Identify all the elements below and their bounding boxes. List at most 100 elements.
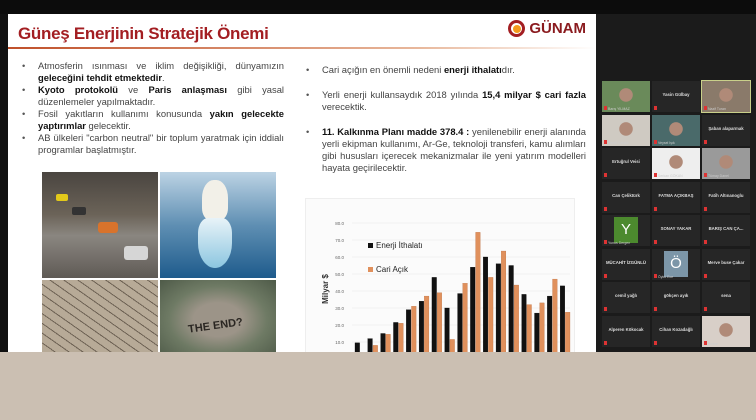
bar-cari-acik bbox=[411, 306, 417, 352]
muted-mic-icon bbox=[654, 173, 657, 177]
bar-enerji-ithalati bbox=[495, 263, 501, 352]
right-bullets: Cari açığın en önemli nedeni enerji itha… bbox=[304, 64, 586, 187]
bullet-item: AB ülkeleri "carbon neutral" bir toplum … bbox=[20, 132, 284, 156]
bullet-text: Paris anlaşması bbox=[148, 84, 227, 95]
muted-mic-icon bbox=[704, 240, 707, 244]
participant-tile[interactable]: Nazif Turan bbox=[701, 80, 751, 113]
bullet-text: AB ülkeleri "carbon neutral" bir toplum … bbox=[38, 132, 284, 155]
bar-enerji-ithalati bbox=[483, 256, 488, 352]
climate-photo-collage: THE END? bbox=[42, 172, 276, 352]
muted-mic-icon bbox=[654, 139, 657, 144]
bar-cari-acik bbox=[488, 277, 494, 352]
participant-tile[interactable]: Y Yunus Dergen bbox=[602, 215, 650, 246]
participant-name: Öykü Ece bbox=[658, 274, 674, 279]
participant-name: gökçen ayık bbox=[663, 293, 689, 298]
participant-tile[interactable]: FATMA AÇIKBAŞ bbox=[652, 181, 700, 213]
participant-avatar: Y bbox=[614, 217, 638, 243]
participant-name: MÜCAHİT İZGÜNLÜ bbox=[605, 259, 647, 265]
bar-cari-acik bbox=[552, 278, 558, 352]
participant-tile[interactable]: gökçen ayık bbox=[652, 282, 700, 313]
participant-tile[interactable]: Tümay Danel bbox=[702, 148, 750, 179]
participant-tile[interactable]: SONAY YAKAR bbox=[652, 215, 700, 246]
bullet-text: Cari açığın en önemli nedeni bbox=[322, 64, 444, 75]
bullet-text: . bbox=[162, 72, 165, 83]
muted-mic-icon bbox=[704, 307, 707, 311]
bar-enerji-ithalati bbox=[457, 293, 463, 352]
participant-tile[interactable]: Fatih Altınanoglu bbox=[702, 181, 750, 213]
participant-tile[interactable]: sena bbox=[702, 282, 750, 313]
y-tick-label: 80.0 bbox=[335, 221, 344, 226]
bullet-text: Kyoto protokolü bbox=[38, 84, 119, 95]
bar-enerji-ithalati bbox=[521, 294, 527, 352]
participant-name: Ertuğrul Veisi bbox=[612, 159, 640, 164]
bullet-text: ve bbox=[118, 84, 149, 95]
bar-enerji-ithalati bbox=[560, 285, 565, 352]
participant-tile[interactable]: Serkan GÖKAN bbox=[652, 148, 700, 179]
participant-tile[interactable]: Barış YILMAZ bbox=[602, 81, 650, 112]
legend-label: Cari Açık bbox=[376, 265, 409, 274]
participant-tile[interactable]: Emine bbox=[702, 315, 750, 347]
participant-tile[interactable]: Hanifi Çalakli bbox=[602, 114, 650, 146]
bar-enerji-ithalati bbox=[508, 265, 514, 352]
bar-enerji-ithalati bbox=[534, 312, 540, 352]
participant-tile[interactable]: MÜCAHİT İZGÜNLÜ bbox=[602, 248, 650, 280]
participant-name: Merve buse Çakar bbox=[707, 259, 745, 265]
bullet-text: gelecektir. bbox=[85, 120, 131, 131]
participant-name: SONAY YAKAR bbox=[660, 226, 692, 231]
participant-tile[interactable]: Ö Öykü Ece bbox=[652, 248, 700, 280]
muted-mic-icon bbox=[654, 340, 657, 345]
bullet-item: 11. Kalkınma Planı madde 378.4 : yenilen… bbox=[304, 126, 586, 174]
y-tick-label: 30.0 bbox=[335, 306, 344, 311]
participant-tile[interactable]: Alperen Kökocak bbox=[602, 315, 650, 347]
muted-mic-icon bbox=[604, 106, 607, 110]
legend-label: Enerji İthalatı bbox=[376, 241, 423, 250]
bullet-text: gibi yasal düzenlemeler yapılmaktadır. bbox=[38, 84, 284, 107]
bullet-text: dır. bbox=[501, 64, 515, 75]
photo-caption: THE END? bbox=[187, 316, 244, 336]
title-divider bbox=[8, 47, 596, 49]
bar-cari-acik bbox=[513, 284, 519, 352]
muted-mic-icon bbox=[604, 340, 607, 345]
participant-name: Hanifi Çalakli bbox=[608, 140, 629, 145]
participant-name: sena bbox=[721, 293, 731, 298]
participant-tile[interactable]: Can Çeliktürk bbox=[602, 181, 650, 213]
cracked-earth-photo bbox=[42, 280, 158, 352]
participant-tile[interactable]: Veysel Işık bbox=[652, 114, 700, 146]
bullet-text: 15,4 milyar $ cari fazla bbox=[482, 89, 586, 100]
participant-tile[interactable]: BARIŞ CAN ÇA... bbox=[702, 215, 750, 246]
y-tick-label: 60.0 bbox=[335, 255, 344, 260]
muted-mic-icon bbox=[654, 307, 657, 311]
participant-name: Fatih Altınanoglu bbox=[708, 192, 744, 198]
bar-cari-acik bbox=[475, 232, 481, 352]
participant-tile[interactable]: Şaban alaparmak bbox=[702, 114, 750, 146]
participant-tile[interactable]: Merve buse Çakar bbox=[702, 248, 750, 280]
muted-mic-icon bbox=[604, 240, 607, 244]
muted-mic-icon bbox=[654, 273, 657, 278]
bullet-item: Fosil yakıtların kullanımı konusunda yak… bbox=[20, 108, 284, 132]
muted-mic-icon bbox=[604, 307, 607, 311]
participant-gallery[interactable]: Barış YILMAZ Yasin Gülbay Nazif Turan Hanif… bbox=[596, 14, 756, 352]
participant-tile[interactable]: cemil yağlı bbox=[602, 282, 650, 313]
y-tick-label: 10.0 bbox=[335, 340, 344, 345]
participant-tile[interactable]: Yasin Gülbay bbox=[652, 81, 700, 112]
bar-cari-acik bbox=[385, 334, 391, 352]
muted-mic-icon bbox=[654, 206, 657, 211]
participant-name: Nazif Turan bbox=[708, 107, 726, 111]
bullet-text: Yerli enerji kullansaydık 2018 yılında bbox=[322, 89, 483, 100]
bar-cari-acik bbox=[462, 283, 468, 352]
bullet-text: verecektik. bbox=[322, 101, 367, 112]
muted-mic-icon bbox=[704, 206, 707, 211]
bar-enerji-ithalati bbox=[354, 342, 360, 352]
bar-cari-acik bbox=[501, 250, 507, 352]
energy-import-chart: 0.010.020.030.040.050.060.070.080.0Milya… bbox=[305, 198, 575, 352]
muted-mic-icon bbox=[604, 206, 607, 211]
bullet-item: Atmosferin ısınması ve iklim değişikliği… bbox=[20, 60, 284, 84]
participant-tile[interactable]: Ertuğrul Veisi bbox=[602, 148, 650, 179]
left-bullets: Atmosferin ısınması ve iklim değişikliği… bbox=[20, 60, 284, 156]
participant-name: Tümay Danel bbox=[708, 174, 729, 178]
bullet-text: yakın gelecekte yaptırımlar bbox=[38, 108, 284, 131]
slide-title: Güneş Enerjinin Stratejik Önemi bbox=[18, 24, 269, 43]
legend-swatch bbox=[368, 243, 373, 248]
muted-mic-icon bbox=[604, 173, 607, 177]
participant-tile[interactable]: Cihan Kozadağlı bbox=[652, 315, 700, 347]
